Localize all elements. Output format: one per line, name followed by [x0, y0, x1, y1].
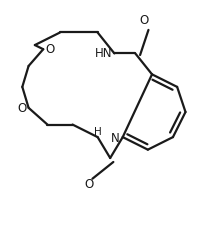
- Text: H: H: [94, 126, 102, 136]
- Text: N: N: [111, 131, 120, 144]
- Text: HN: HN: [95, 47, 112, 60]
- Text: O: O: [85, 177, 94, 190]
- Text: O: O: [17, 102, 26, 115]
- Text: O: O: [139, 14, 148, 27]
- Text: O: O: [45, 43, 54, 55]
